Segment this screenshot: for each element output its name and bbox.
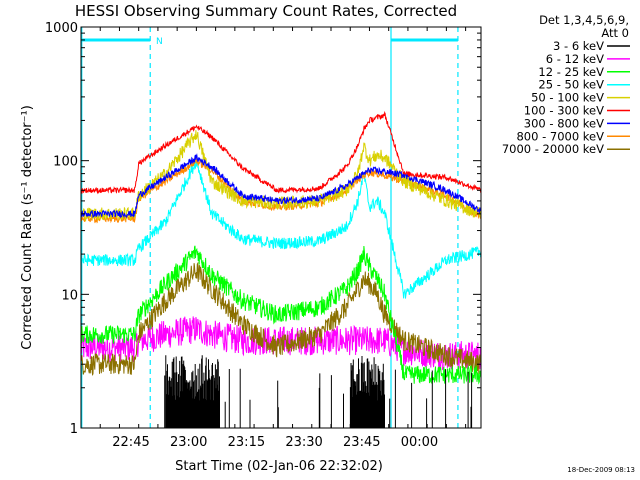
- legend-label: 50 - 100 keV: [531, 91, 604, 105]
- y-tick-label: 100: [53, 155, 78, 170]
- legend-label: 3 - 6 keV: [553, 39, 604, 53]
- y-tick-label: 1000: [45, 21, 78, 36]
- x-tick-label: 22:45: [112, 435, 149, 450]
- x-tick-label: 00:00: [401, 435, 438, 450]
- series-100-300-kev: [80, 110, 482, 195]
- x-tick-label: 23:00: [170, 435, 207, 450]
- x-tick-label: 23:30: [285, 435, 322, 450]
- series-3-6-kev: [164, 355, 473, 428]
- x-tick-label: 23:45: [343, 435, 380, 450]
- legend-label: 6 - 12 keV: [546, 52, 604, 66]
- chart-title: HESSI Observing Summary Count Rates, Cor…: [75, 2, 457, 20]
- series-300-800-kev: [80, 153, 481, 219]
- y-axis: 1 10 100 1000: [45, 21, 481, 437]
- x-axis: 22:45 23:00 23:15 23:30 23:45 00:00: [80, 27, 467, 450]
- legend-label: 25 - 50 keV: [538, 78, 604, 92]
- y-tick-label: 1: [70, 422, 78, 437]
- generation-timestamp: 18-Dec-2009 08:13: [567, 466, 635, 474]
- series-12-25-kev: [80, 245, 482, 385]
- y-tick-label: 10: [61, 288, 78, 303]
- legend-header-detectors: Det 1,3,4,5,6,9,: [539, 13, 629, 27]
- saa-markers: N: [81, 27, 459, 428]
- series-25-50-kev: [80, 158, 482, 299]
- x-tick-label: 23:15: [228, 435, 265, 450]
- legend-label: 800 - 7000 keV: [516, 129, 604, 143]
- plot-frame: [80, 26, 482, 429]
- legend-label: 100 - 300 keV: [524, 104, 604, 118]
- saa-label: N: [156, 37, 163, 47]
- legend-label: 12 - 25 keV: [538, 65, 604, 79]
- y-axis-label: Corrected Count Rate (s⁻¹ detector⁻¹): [20, 105, 35, 350]
- x-axis-label: Start Time (02-Jan-06 22:32:02): [175, 459, 383, 474]
- series-7000-20000-kev: [80, 261, 482, 376]
- legend-label: 300 - 800 keV: [524, 116, 604, 130]
- legend-header-attenuator: Att 0: [601, 26, 629, 40]
- legend-label: 7000 - 20000 keV: [502, 142, 604, 156]
- plot-area: N 1 10 100 1000 22:45 23:00 23:15 23:30 23:45 00:0…: [45, 21, 482, 450]
